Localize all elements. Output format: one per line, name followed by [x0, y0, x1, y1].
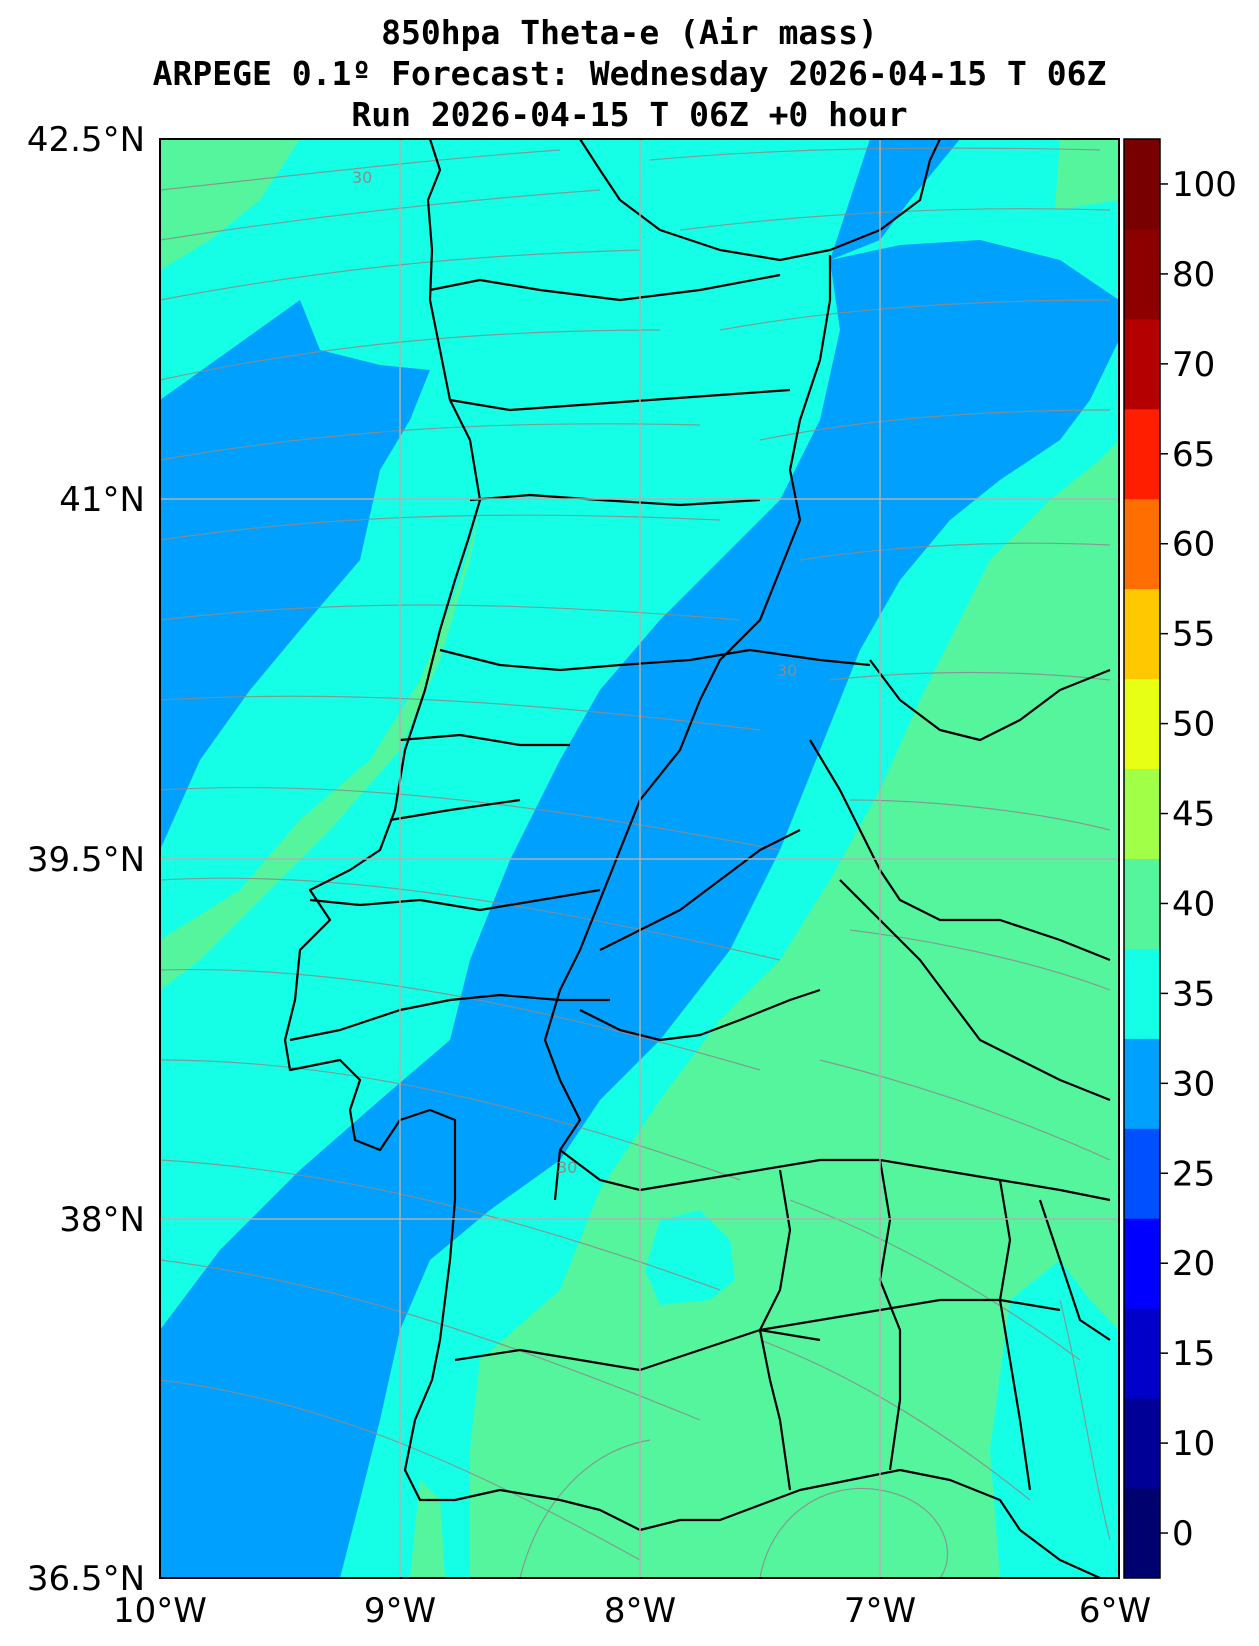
lon-label: 10°W: [113, 1591, 207, 1631]
colorbar-tick-label: 45: [1172, 795, 1215, 835]
contour-label-3: 30: [557, 1158, 577, 1177]
lon-label: 7°W: [844, 1591, 916, 1631]
field-cyan-pocket-1: [645, 1210, 735, 1305]
colorbar-tick-label: 60: [1172, 525, 1215, 565]
lon-axis: 10°W 9°W 8°W 7°W 6°W: [113, 1591, 1151, 1631]
colorbar-segment: [1124, 1218, 1160, 1309]
lat-label: 42.5°N: [27, 120, 145, 160]
colorbar-tick-label: 100: [1172, 165, 1237, 205]
gridlines: [160, 139, 1119, 1578]
colorbar-segment: [1124, 1128, 1160, 1219]
lon-label: 8°W: [604, 1591, 676, 1631]
map-panel: 30 30 30: [160, 139, 1119, 1578]
title-line-1: 850hpa Theta-e (Air mass): [381, 13, 878, 52]
colorbar-segment: [1124, 678, 1160, 770]
field-green-sw-strip: [410, 1480, 445, 1578]
title-line-2: ARPEGE 0.1º Forecast: Wednesday 2026-04-…: [152, 54, 1107, 93]
streamlines: [160, 147, 1111, 1578]
field-green-coastal: [160, 510, 480, 990]
field-green-nw: [160, 139, 300, 270]
field-green-ne: [1055, 139, 1119, 210]
lat-axis: 42.5°N 41°N 39.5°N 38°N 36.5°N: [27, 120, 145, 1599]
colorbar-tick-label: 70: [1172, 345, 1215, 385]
colorbar-tick-label: 10: [1172, 1424, 1215, 1464]
colorbar-tick-label: 20: [1172, 1244, 1215, 1284]
colorbar-segment: [1124, 408, 1160, 500]
colorbar-segment: [1124, 1488, 1160, 1579]
lat-label: 39.5°N: [27, 840, 145, 880]
title-line-3: Run 2026-04-15 T 06Z +0 hour: [351, 95, 908, 134]
colorbar-segment: [1124, 1398, 1160, 1489]
colorbar-segment: [1124, 318, 1160, 410]
colorbar-tick-label: 40: [1172, 884, 1215, 924]
contour-label-2: 30: [777, 661, 797, 680]
field-blue-west: [160, 300, 430, 850]
colorbar-frame: [1123, 138, 1161, 1579]
lat-label: 38°N: [59, 1200, 145, 1240]
contour-label-1: 30: [352, 168, 372, 187]
colorbar-segment: [1124, 1308, 1160, 1399]
colorbar-tick-label: 80: [1172, 255, 1215, 295]
colorbar-segment: [1124, 858, 1160, 949]
lon-label: 9°W: [364, 1591, 436, 1631]
colorbar-segment: [1124, 139, 1160, 230]
colorbar-tick-label: 35: [1172, 974, 1215, 1014]
map-frame: [159, 138, 1120, 1579]
colorbar-tick-label: 0: [1172, 1514, 1194, 1554]
lat-label: 41°N: [59, 480, 145, 520]
lat-label: 36.5°N: [27, 1559, 145, 1599]
admin-borders: [283, 139, 1111, 1578]
field-cyan-pocket-2: [990, 1260, 1119, 1578]
lon-label: 6°W: [1079, 1591, 1151, 1631]
colorbar-tick-label: 50: [1172, 705, 1215, 745]
colorbar-tick-label: 15: [1172, 1334, 1215, 1374]
colorbar-tick-label: 55: [1172, 615, 1215, 655]
colorbar-tick-label: 25: [1172, 1154, 1215, 1194]
colorbar-tick-label: 65: [1172, 435, 1215, 475]
colorbar: 0 10 15 20 25 30 35 40 45 50 55 60 65 70 80 100: [1123, 138, 1237, 1579]
field-green-southeast: [470, 440, 1119, 1578]
colorbar-segment: [1124, 948, 1160, 1039]
colorbar-segment: [1124, 498, 1160, 590]
colorbar-tick-label: 30: [1172, 1064, 1215, 1104]
colorbar-segment: [1124, 768, 1160, 859]
colorbar-segment: [1124, 1038, 1160, 1129]
colorbar-segment: [1124, 588, 1160, 680]
colorbar-segment: [1124, 228, 1160, 320]
